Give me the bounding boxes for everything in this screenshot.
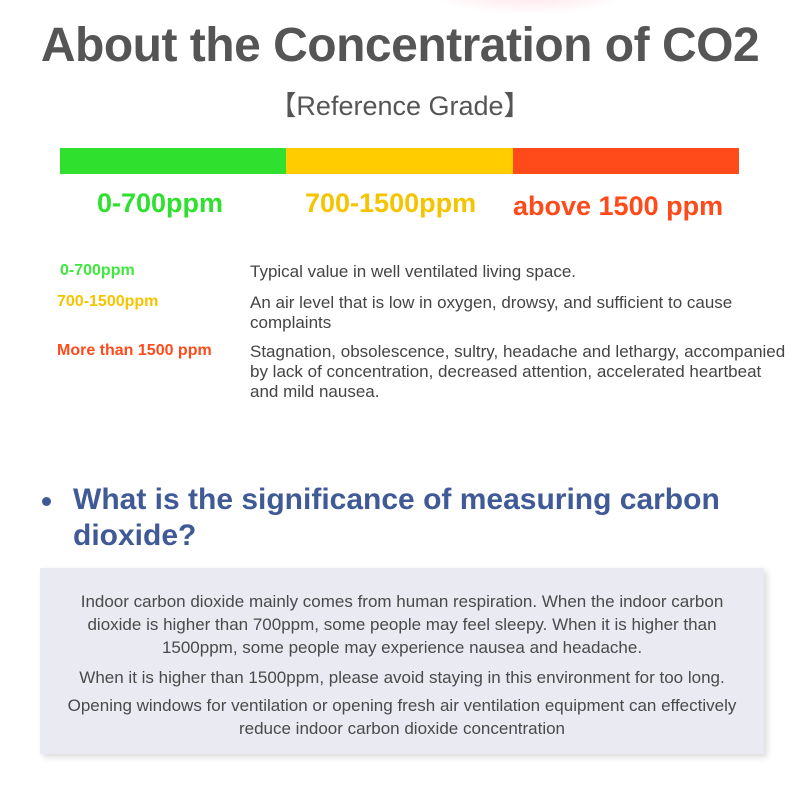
scale-label-medium: 700-1500ppm bbox=[305, 188, 477, 218]
level-description-medium: An air level that is low in oxygen, drow… bbox=[250, 293, 733, 332]
info-paragraph-2: When it is higher than 1500ppm, please a… bbox=[79, 668, 725, 687]
level-description-high: Stagnation, obsolescence, sultry, headac… bbox=[250, 342, 786, 401]
decorative-glow bbox=[420, 0, 640, 15]
scale-bar-yellow bbox=[286, 148, 513, 174]
scale-label-high: above 1500 ppm bbox=[513, 191, 724, 221]
page-title: About the Concentration of CO2 bbox=[40, 19, 760, 72]
info-box: Indoor carbon dioxide mainly comes from … bbox=[40, 568, 764, 754]
info-paragraph-1: Indoor carbon dioxide mainly comes from … bbox=[80, 592, 724, 657]
level-label-medium: 700-1500ppm bbox=[57, 293, 159, 310]
level-description-low: Typical value in well ventilated living … bbox=[250, 262, 577, 281]
page-subtitle: 【Reference Grade】 bbox=[269, 91, 531, 121]
section-heading: What is the significance of measuring ca… bbox=[73, 483, 720, 552]
level-label-high: More than 1500 ppm bbox=[57, 342, 212, 359]
scale-bar-red bbox=[513, 148, 739, 174]
scale-label-low: 0-700ppm bbox=[97, 188, 224, 218]
level-label-low: 0-700ppm bbox=[60, 262, 135, 279]
scale-bar-green bbox=[60, 148, 286, 174]
info-paragraph-3: Opening windows for ventilation or openi… bbox=[67, 696, 737, 738]
bullet-icon bbox=[42, 497, 51, 506]
